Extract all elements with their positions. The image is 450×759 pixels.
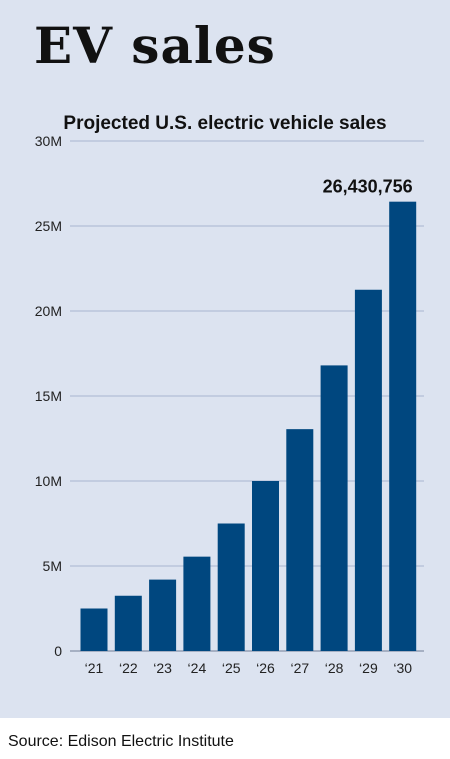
- x-tick-label: ‘30: [393, 660, 412, 676]
- x-tick-label: ‘23: [153, 660, 172, 676]
- x-tick-label: ‘22: [119, 660, 138, 676]
- x-tick-label: ‘24: [188, 660, 207, 676]
- chart-title: Projected U.S. electric vehicle sales: [63, 113, 387, 134]
- bar: [286, 429, 314, 651]
- data-label: 26,430,756: [323, 177, 413, 197]
- x-tick-label: ‘29: [359, 660, 378, 676]
- y-tick-label: 5M: [43, 558, 62, 574]
- y-tick-label: 20M: [35, 303, 62, 319]
- bar: [217, 523, 245, 651]
- bar: [252, 481, 279, 651]
- y-tick-label: 10M: [35, 473, 62, 489]
- x-tick-label: ‘27: [290, 660, 309, 676]
- bar: [80, 608, 108, 651]
- y-tick-label: 15M: [35, 388, 62, 404]
- source-note: Source: Edison Electric Institute: [8, 733, 234, 750]
- bar-chart: 0 5M 10M 15M 20M 25M 30M ‘21 ‘22 ‘23 ‘24 ‘25 ‘26 ‘27 ‘…: [35, 133, 424, 676]
- y-tick-label: 25M: [35, 218, 62, 234]
- y-tick-label: 30M: [35, 133, 62, 149]
- bar: [183, 556, 211, 651]
- x-tick-label: ‘26: [256, 660, 275, 676]
- bar: [114, 595, 142, 651]
- chart-panel: EV sales Projected U.S. electric vehicle…: [0, 0, 450, 718]
- bar: [320, 365, 348, 651]
- x-tick-label: ‘28: [325, 660, 344, 676]
- bar: [354, 289, 382, 651]
- y-tick-label: 0: [54, 643, 62, 659]
- bar: [389, 201, 417, 651]
- bar: [149, 579, 177, 651]
- headline: EV sales: [34, 16, 276, 75]
- x-tick-label: ‘25: [222, 660, 241, 676]
- x-tick-label: ‘21: [85, 660, 104, 676]
